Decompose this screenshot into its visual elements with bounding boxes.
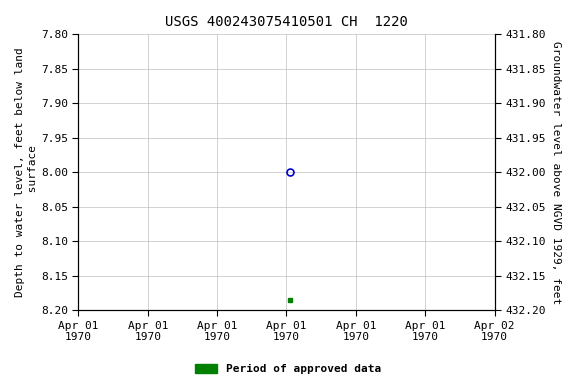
Title: USGS 400243075410501 CH  1220: USGS 400243075410501 CH 1220 [165,15,408,29]
Y-axis label: Groundwater level above NGVD 1929, feet: Groundwater level above NGVD 1929, feet [551,41,561,304]
Legend: Period of approved data: Period of approved data [191,359,385,379]
Y-axis label: Depth to water level, feet below land
 surface: Depth to water level, feet below land su… [15,47,38,297]
